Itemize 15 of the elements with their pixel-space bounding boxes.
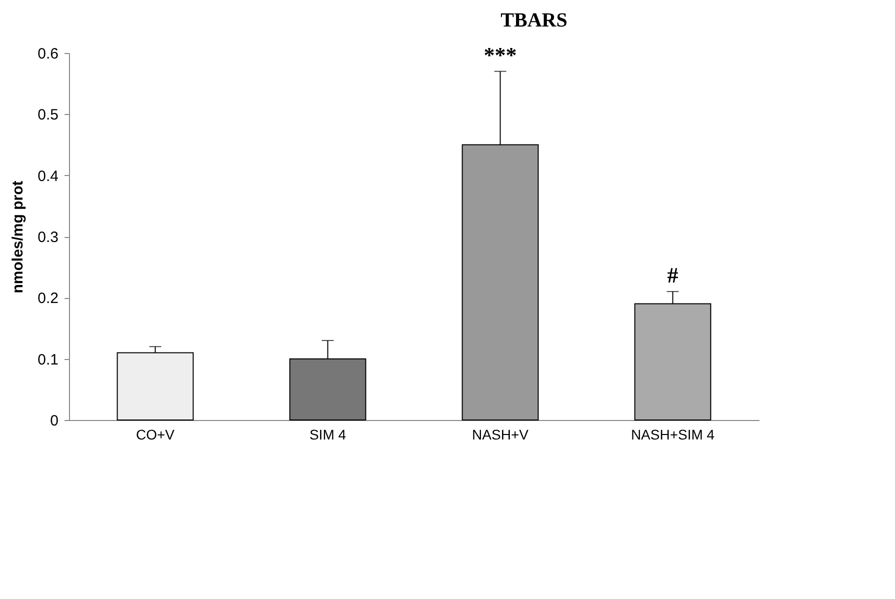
annotation: # — [667, 262, 678, 288]
y-tick-label: 0.2 — [38, 290, 58, 308]
x-tick-label: SIM 4 — [309, 426, 346, 442]
x-tick-label: NASH+V — [472, 426, 530, 442]
annotation: *** — [484, 42, 517, 68]
y-tick-label: 0.6 — [38, 46, 58, 62]
y-tick-label: 0.4 — [38, 168, 58, 185]
y-axis-title: nmoles/mg prot — [10, 180, 27, 294]
chart-title: TBARS — [500, 9, 568, 32]
y-tick-label: 0 — [50, 412, 58, 430]
x-tick-label: NASH+SIM 4 — [630, 426, 715, 442]
y-tick-label: 0.5 — [38, 106, 58, 124]
y-tick-label: 0.1 — [38, 351, 58, 368]
y-tick-label: 0.3 — [38, 229, 58, 246]
x-tick-label: CO+V — [136, 426, 176, 442]
